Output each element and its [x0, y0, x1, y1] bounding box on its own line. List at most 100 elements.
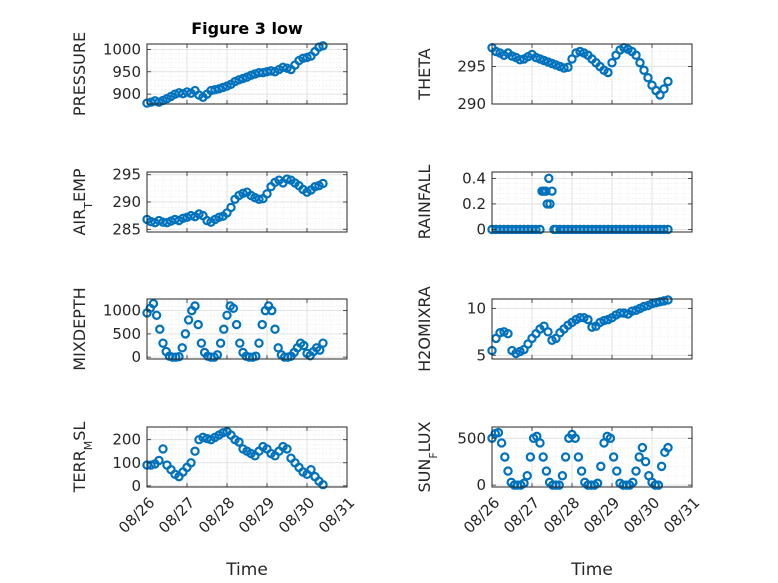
data-point	[318, 178, 328, 189]
data-point	[231, 319, 242, 330]
data-point	[522, 471, 532, 481]
y-tick-label: 200	[112, 431, 141, 449]
data-point	[544, 173, 554, 184]
data-point	[318, 41, 328, 51]
data-point	[318, 338, 328, 348]
data-point	[663, 224, 673, 235]
data-point	[619, 308, 629, 318]
data-point	[605, 433, 616, 443]
data-point	[535, 224, 545, 235]
data-point	[608, 452, 619, 462]
data-point	[155, 324, 165, 334]
data-point	[575, 313, 585, 323]
data-point	[659, 84, 669, 94]
x-tick-label: 08/31	[315, 494, 358, 537]
data-point	[148, 298, 159, 309]
data-point	[538, 452, 548, 462]
data-point	[541, 466, 552, 476]
data-point	[306, 464, 316, 475]
data-point	[663, 442, 673, 453]
axes-box	[491, 298, 693, 360]
chart-title: Figure 3 low	[191, 19, 303, 38]
data-point	[545, 199, 555, 209]
x-tick-label: 08/27	[155, 494, 198, 537]
axes-box	[491, 171, 693, 233]
axes-background	[146, 426, 348, 488]
y-axis-label: H2OMIXRA	[415, 286, 434, 372]
data-point	[663, 295, 673, 305]
y-tick-label: 290	[457, 95, 486, 113]
y-tick-label: 10	[467, 299, 486, 317]
data-point	[607, 58, 617, 68]
axes-box	[491, 426, 693, 488]
y-tick-label: 0.2	[462, 195, 486, 213]
data-point	[639, 301, 649, 312]
y-axis-label: PRESSURE	[70, 32, 89, 116]
data-point	[535, 438, 545, 448]
axes-background	[491, 426, 693, 488]
data-point	[640, 456, 651, 467]
axes-box	[491, 43, 693, 105]
y-tick-label: 950	[112, 63, 141, 81]
data-point	[551, 480, 561, 490]
data-point	[503, 328, 513, 339]
data-point	[222, 310, 232, 320]
data-point	[282, 174, 292, 184]
data-point	[219, 324, 229, 334]
data-point	[174, 351, 184, 362]
data-point	[318, 479, 328, 490]
y-tick-label: 1000	[103, 302, 141, 320]
data-point	[503, 466, 513, 476]
data-point	[547, 186, 557, 196]
data-point	[563, 62, 573, 72]
data-point	[206, 85, 216, 96]
data-point	[560, 452, 571, 462]
x-tick-label: 08/31	[660, 494, 703, 537]
data-point	[177, 343, 187, 353]
data-point	[639, 65, 649, 75]
x-axis-label: Time	[225, 560, 268, 580]
y-axis-label: TERRMSL	[70, 422, 95, 494]
data-point	[515, 55, 525, 65]
data-point	[234, 437, 244, 447]
data-point	[493, 427, 504, 438]
y-tick-label: 295	[457, 58, 486, 76]
x-tick-label: 08/28	[540, 494, 583, 537]
data-point	[559, 63, 569, 73]
x-tick-label: 08/30	[275, 494, 318, 537]
y-axis-label: MIXDEPTH	[70, 287, 89, 370]
data-point	[631, 466, 641, 476]
data-point	[500, 452, 510, 462]
y-tick-label: 0	[476, 476, 486, 494]
y-tick-label: 100	[112, 454, 141, 472]
data-point	[158, 338, 168, 348]
data-point	[183, 315, 194, 325]
y-tick-label: 0	[476, 220, 486, 238]
data-point	[178, 213, 188, 224]
axes-4: 0 0.2 0.4 RAINFALL	[415, 165, 693, 239]
data-point	[637, 442, 648, 453]
y-tick-label: 295	[112, 166, 141, 184]
axes-6: 5 10 H2OMIXRA	[415, 286, 693, 372]
data-point	[543, 327, 553, 337]
data-point	[278, 62, 288, 72]
axes-1: 900 950 1000 PRESSURE Figure 3 low	[70, 19, 348, 116]
data-point	[254, 338, 264, 348]
data-point	[655, 297, 665, 307]
axes-5: 0 500 1000 MIXDEPTH	[70, 287, 348, 371]
data-point	[635, 58, 645, 68]
x-tick-label: 08/26	[115, 494, 158, 537]
data-point	[557, 471, 568, 481]
y-tick-label: 285	[112, 220, 141, 238]
axes-box	[146, 43, 348, 105]
data-point	[496, 438, 507, 448]
data-point	[299, 340, 309, 351]
x-tick-label: 08/27	[500, 494, 543, 537]
data-point	[643, 73, 653, 83]
data-point	[267, 305, 277, 316]
data-point	[573, 452, 584, 462]
data-point	[663, 76, 673, 87]
